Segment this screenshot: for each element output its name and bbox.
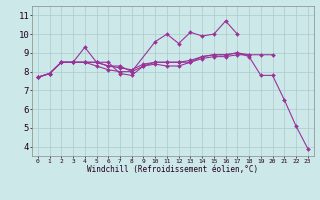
X-axis label: Windchill (Refroidissement éolien,°C): Windchill (Refroidissement éolien,°C) [87, 165, 258, 174]
